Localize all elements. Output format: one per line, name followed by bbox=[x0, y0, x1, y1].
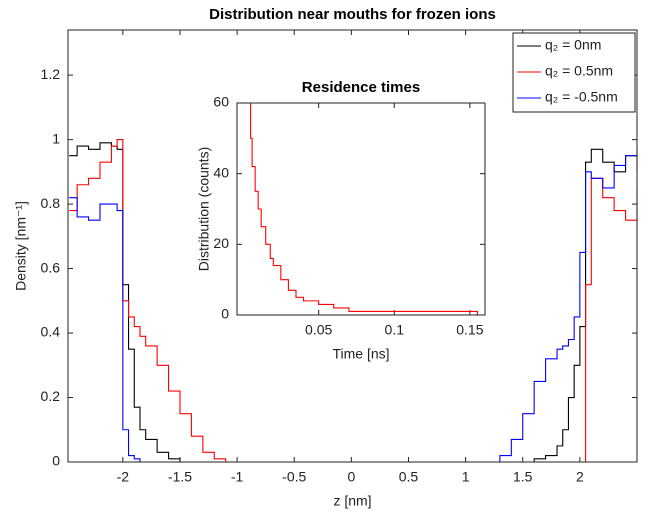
y-tick-label: 60 bbox=[213, 94, 229, 110]
x-axis-label: z [nm] bbox=[333, 493, 371, 509]
y-tick-label: 0 bbox=[221, 306, 229, 322]
x-tick-label: -2 bbox=[117, 469, 130, 485]
y-tick-label: 20 bbox=[213, 235, 229, 251]
x-tick-label: 1.5 bbox=[513, 469, 533, 485]
y-tick-label: 0.6 bbox=[41, 259, 61, 275]
legend-label: q₂ = 0nm bbox=[545, 37, 601, 53]
y-tick-label: 1 bbox=[52, 130, 60, 146]
x-tick-label: -1.5 bbox=[168, 469, 192, 485]
y-axis-label: Density [nm⁻¹] bbox=[13, 201, 29, 291]
y-tick-label: 0.8 bbox=[41, 195, 61, 211]
axes-frame bbox=[67, 29, 638, 463]
data-line bbox=[249, 102, 478, 315]
x-tick-label: 2 bbox=[576, 469, 584, 485]
legend-label: q₂ = 0.5nm bbox=[545, 63, 613, 79]
chart-title: Residence times bbox=[302, 79, 420, 96]
y-tick-label: 1.2 bbox=[41, 66, 61, 82]
x-tick-label: 0 bbox=[347, 469, 355, 485]
y-tick-label: 0 bbox=[52, 453, 60, 469]
x-tick-label: 0.15 bbox=[456, 322, 483, 338]
x-tick-label: 1 bbox=[462, 469, 470, 485]
legend-label: q₂ = -0.5nm bbox=[545, 89, 618, 105]
x-tick-label: 0.1 bbox=[385, 322, 405, 338]
chart-title: Distribution near mouths for frozen ions bbox=[209, 6, 496, 23]
data-line bbox=[69, 139, 638, 463]
axes-frame bbox=[236, 102, 486, 316]
plot-area bbox=[237, 103, 485, 315]
x-axis-label: Time [ns] bbox=[332, 346, 389, 362]
y-tick-label: 0.4 bbox=[41, 324, 61, 340]
x-tick-label: 0.5 bbox=[399, 469, 419, 485]
y-axis-label: Distribution (counts) bbox=[196, 147, 212, 272]
x-tick-label: 0.05 bbox=[305, 322, 332, 338]
y-tick-label: 0.2 bbox=[41, 388, 61, 404]
y-tick-label: 40 bbox=[213, 164, 229, 180]
x-tick-label: -1 bbox=[231, 469, 244, 485]
x-tick-label: -0.5 bbox=[282, 469, 306, 485]
